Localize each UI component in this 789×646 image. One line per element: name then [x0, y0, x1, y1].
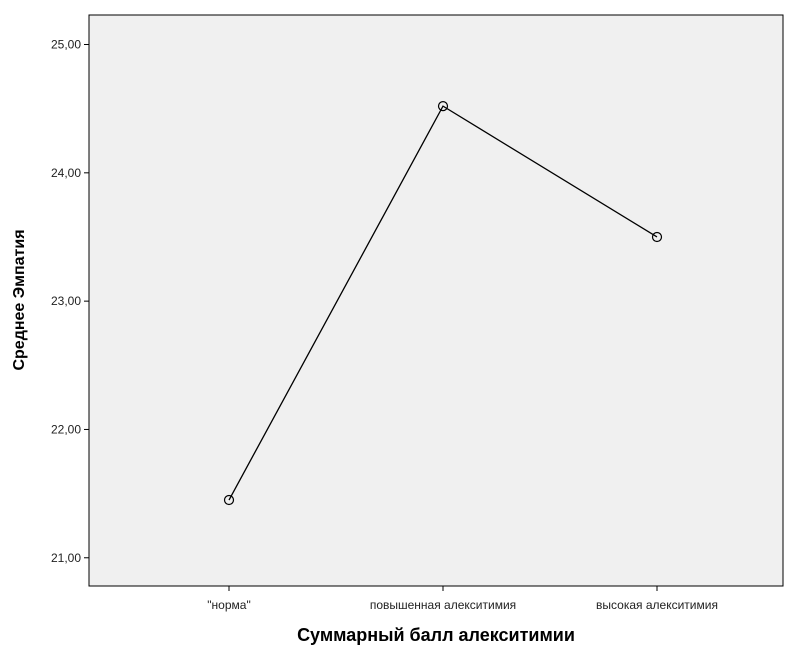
plot-area: [88, 14, 784, 587]
data-markers: [223, 101, 663, 506]
y-tick-label: 24,00: [51, 166, 81, 180]
data-point: [223, 494, 235, 506]
x-tick-label: "норма": [207, 598, 250, 612]
y-axis-title: Среднее Эмпатия: [11, 229, 28, 370]
y-tick-label: 22,00: [51, 422, 81, 436]
series-line: [228, 105, 658, 501]
x-axis-title: Суммарный балл алекситимии: [297, 625, 575, 645]
y-tick-label: 25,00: [51, 38, 81, 52]
x-tick-label: высокая алекситимия: [596, 598, 718, 612]
x-tick-label: повышенная алекситимия: [370, 598, 516, 612]
y-axis: 21,00 22,00 23,00 24,00 25,00: [51, 38, 89, 565]
y-tick-label: 21,00: [51, 551, 81, 565]
data-point: [437, 101, 449, 112]
y-tick-label: 23,00: [51, 294, 81, 308]
data-point: [651, 231, 663, 243]
x-axis: "норма" повышенная алекситимия высокая але…: [207, 586, 718, 612]
